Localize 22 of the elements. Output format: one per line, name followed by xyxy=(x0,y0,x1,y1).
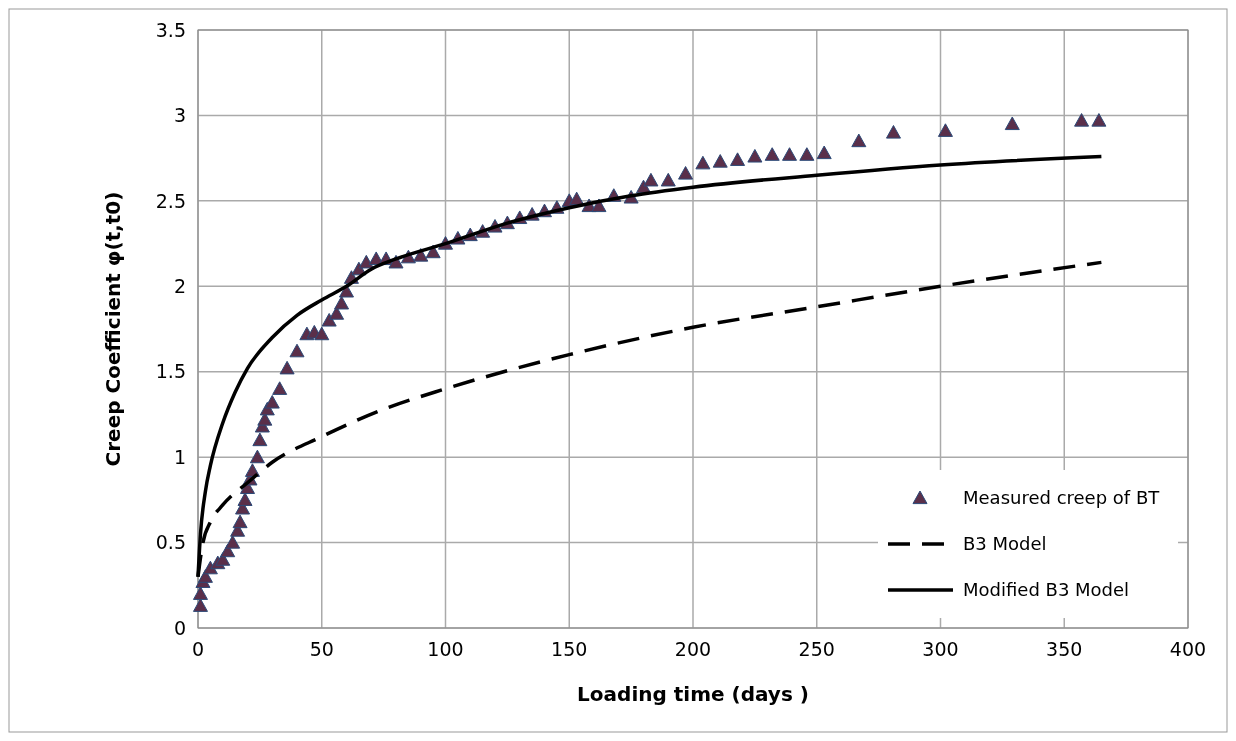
x-tick-label: 0 xyxy=(191,638,205,660)
y-axis-title: Creep Coefficient φ(t,t0) xyxy=(101,191,125,467)
x-axis-title: Loading time (days ) xyxy=(577,682,809,706)
y-tick-label: 2 xyxy=(173,274,186,297)
legend-label: Measured creep of BT xyxy=(963,487,1161,509)
y-tick-label: 3 xyxy=(173,104,186,127)
x-tick-label: 250 xyxy=(798,638,835,660)
x-tick-label: 350 xyxy=(1046,638,1083,660)
y-tick-label: 0.5 xyxy=(155,531,186,554)
y-tick-label: 1 xyxy=(173,445,186,468)
y-tick-label: 0 xyxy=(173,616,186,639)
x-tick-label: 150 xyxy=(551,638,588,660)
x-tick-label: 300 xyxy=(922,638,959,660)
x-tick-label: 50 xyxy=(309,638,334,660)
x-tick-label: 200 xyxy=(674,638,712,660)
y-tick-label: 3.5 xyxy=(155,18,186,41)
x-tick-label: 100 xyxy=(427,638,464,660)
y-tick-label: 2.5 xyxy=(155,189,186,212)
legend-label: Modified B3 Model xyxy=(963,579,1130,601)
legend-label: B3 Model xyxy=(963,533,1047,555)
y-tick-label: 1.5 xyxy=(155,360,186,383)
x-tick-label: 400 xyxy=(1169,638,1207,660)
